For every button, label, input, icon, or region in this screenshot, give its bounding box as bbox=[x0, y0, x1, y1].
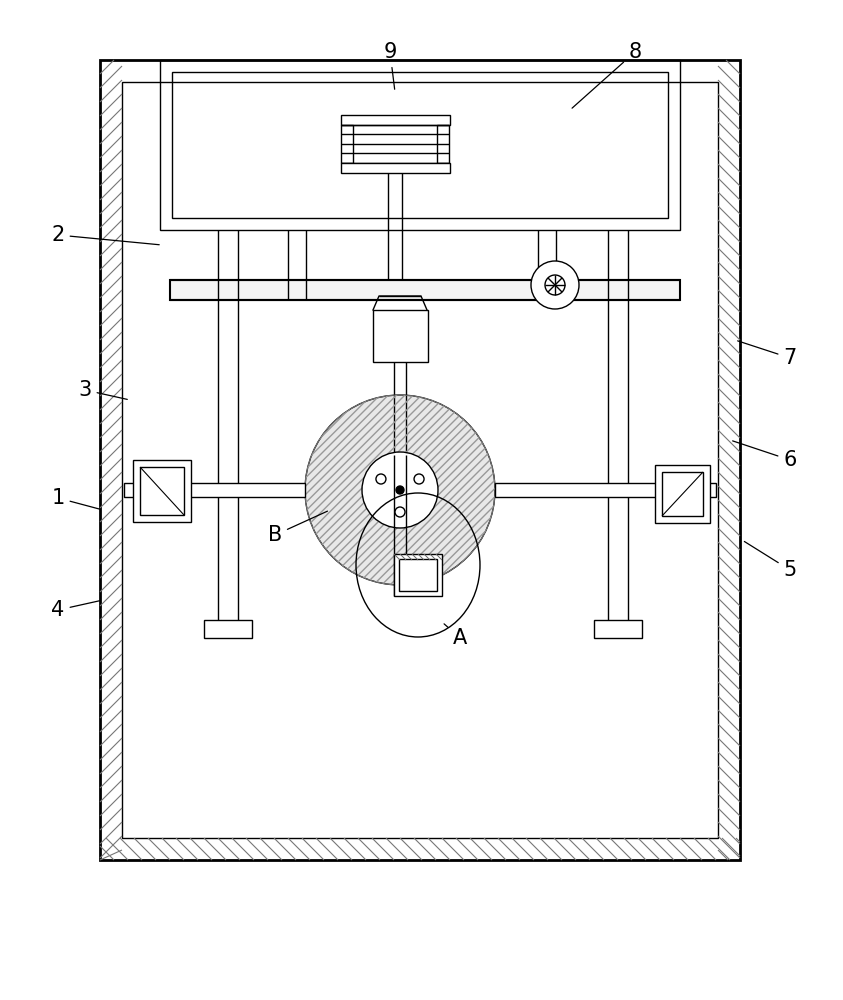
Bar bbox=[204, 620, 252, 638]
Bar bbox=[594, 620, 642, 638]
Bar bbox=[133, 460, 191, 522]
Circle shape bbox=[396, 486, 404, 494]
Bar bbox=[399, 559, 437, 591]
Bar bbox=[100, 60, 740, 860]
Bar bbox=[170, 280, 680, 300]
Bar bbox=[140, 467, 184, 515]
Bar bbox=[373, 310, 428, 362]
Bar bbox=[341, 115, 450, 125]
Bar bbox=[437, 125, 449, 163]
Bar bbox=[341, 125, 353, 163]
Bar bbox=[172, 72, 668, 218]
Text: 2: 2 bbox=[51, 225, 159, 245]
Circle shape bbox=[376, 474, 386, 484]
Bar bbox=[124, 483, 305, 497]
Text: B: B bbox=[268, 511, 327, 545]
Text: 4: 4 bbox=[51, 600, 100, 620]
Bar bbox=[122, 82, 718, 838]
Text: 5: 5 bbox=[744, 541, 797, 580]
Circle shape bbox=[545, 275, 565, 295]
Text: 7: 7 bbox=[738, 341, 797, 368]
Text: A: A bbox=[444, 624, 467, 648]
Circle shape bbox=[305, 395, 495, 585]
Bar bbox=[655, 465, 710, 523]
Text: 6: 6 bbox=[733, 441, 797, 470]
Text: 9: 9 bbox=[384, 42, 397, 89]
Bar bbox=[495, 483, 716, 497]
Text: 1: 1 bbox=[51, 488, 100, 509]
Bar bbox=[662, 472, 703, 516]
Circle shape bbox=[362, 452, 438, 528]
Text: 8: 8 bbox=[572, 42, 642, 108]
Bar bbox=[160, 60, 680, 230]
Text: 3: 3 bbox=[78, 380, 127, 400]
Circle shape bbox=[395, 507, 405, 517]
Bar bbox=[394, 554, 442, 596]
Circle shape bbox=[531, 261, 579, 309]
Bar bbox=[341, 163, 450, 173]
Circle shape bbox=[414, 474, 424, 484]
